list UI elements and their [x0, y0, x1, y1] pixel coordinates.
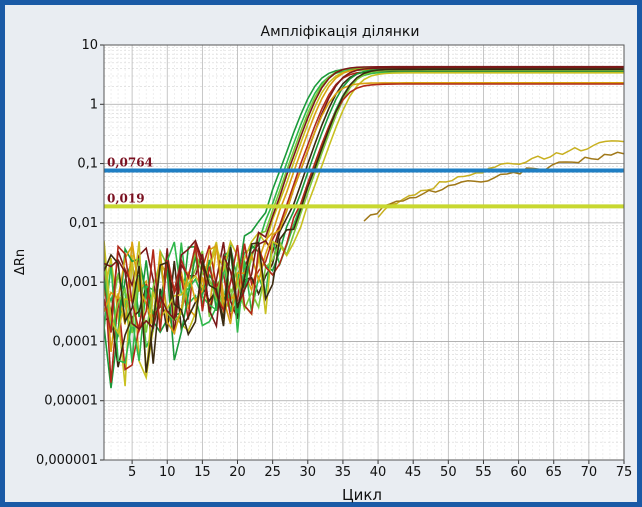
- x-tick-label: 50: [440, 465, 457, 480]
- x-tick-label: 60: [510, 465, 527, 480]
- x-axis-label: Цикл: [342, 486, 382, 504]
- x-tick-label: 75: [616, 465, 633, 480]
- y-tick-label: 0,01: [69, 216, 98, 231]
- amplification-curve: [104, 83, 624, 334]
- x-tick-label: 70: [581, 465, 598, 480]
- x-tick-label: 30: [300, 465, 317, 480]
- amplification-curve: [104, 68, 624, 373]
- amplification-curve: [104, 67, 624, 335]
- x-tick-label: 40: [370, 465, 387, 480]
- amplification-curve: [104, 82, 624, 336]
- amplification-curve: [104, 65, 624, 331]
- x-tick-label: 55: [475, 465, 492, 480]
- y-tick-label: 10: [81, 38, 98, 53]
- late-amplification-curve: [377, 140, 624, 218]
- x-tick-label: 65: [545, 465, 562, 480]
- late-amplification-curve: [363, 151, 624, 222]
- grid: [104, 44, 625, 461]
- y-tick-label: 1: [90, 97, 98, 112]
- x-tick-label: 5: [128, 465, 136, 480]
- x-tick-label: 10: [159, 465, 176, 480]
- chart-title: Ампліфікація ділянки: [261, 24, 420, 40]
- thresholds-layer: 0,0764 0,019: [104, 156, 624, 209]
- y-tick-label: 0,0001: [53, 334, 99, 349]
- ticks-layer: 10 1 0,1 0,01 0,001 0,0001 0,00001 0,000001 5 10 1…: [36, 38, 632, 480]
- y-axis-label: ΔRn: [13, 249, 28, 275]
- x-tick-label: 35: [335, 465, 352, 480]
- threshold-label: 0,019: [107, 191, 145, 205]
- x-tick-label: 15: [194, 465, 211, 480]
- y-tick-label: 0,00001: [44, 394, 98, 409]
- threshold-label: 0,0764: [107, 156, 153, 170]
- y-tick-label: 0,1: [77, 157, 98, 172]
- x-tick-label: 25: [264, 465, 281, 480]
- plot-border: [103, 44, 625, 461]
- curves-layer: [104, 65, 624, 389]
- y-tick-label: 0,000001: [36, 453, 98, 468]
- y-tick-label: 0,001: [61, 275, 98, 290]
- x-tick-label: 45: [405, 465, 422, 480]
- x-tick-label: 20: [229, 465, 246, 480]
